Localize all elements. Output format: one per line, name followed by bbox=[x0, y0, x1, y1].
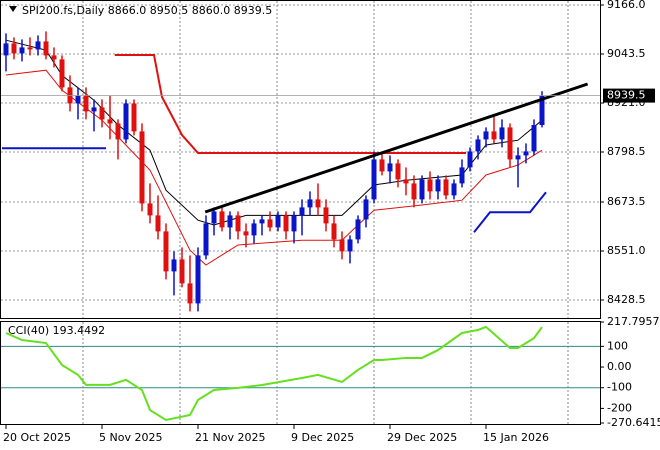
y-tick-label: 0.00 bbox=[607, 360, 632, 373]
candle-body bbox=[307, 199, 313, 208]
chart-title: SPI200.fs,Daily 8866.0 8950.5 8860.0 893… bbox=[22, 4, 272, 17]
y-tick-label: 217.7957 bbox=[607, 315, 660, 328]
x-tick-label: 21 Nov 2025 bbox=[195, 431, 265, 444]
candle-body bbox=[43, 41, 49, 56]
candle-body bbox=[315, 199, 321, 208]
candle-body bbox=[115, 123, 121, 140]
candle-body bbox=[523, 151, 529, 156]
candle-body bbox=[299, 207, 305, 216]
candle-body bbox=[211, 211, 217, 224]
candle-body bbox=[51, 55, 57, 60]
candle-body bbox=[123, 103, 129, 140]
candle-body bbox=[459, 167, 465, 184]
candle-body bbox=[323, 207, 329, 224]
candle-body bbox=[59, 59, 65, 88]
candle-body bbox=[371, 159, 377, 200]
candle-body bbox=[499, 127, 505, 140]
indicator-line bbox=[114, 54, 466, 154]
candle-body bbox=[11, 43, 17, 54]
trend-line bbox=[204, 82, 589, 214]
indicator-line bbox=[5, 69, 543, 266]
candle-body bbox=[27, 47, 33, 50]
x-tick-label: 15 Jan 2026 bbox=[483, 431, 549, 444]
candle-body bbox=[363, 199, 369, 220]
candle-body bbox=[451, 183, 457, 196]
candle-body bbox=[435, 179, 441, 192]
candle-body bbox=[3, 43, 9, 56]
y-tick-label: 8798.5 bbox=[607, 145, 646, 158]
y-tick-label: 8551.0 bbox=[607, 244, 646, 257]
y-tick-label: 9043.5 bbox=[607, 47, 646, 60]
candle-body bbox=[411, 183, 417, 200]
candle-body bbox=[227, 215, 233, 228]
candle-body bbox=[267, 219, 273, 228]
candle-body bbox=[395, 163, 401, 180]
candle-body bbox=[195, 255, 201, 304]
candle-body bbox=[131, 103, 137, 132]
candle-body bbox=[91, 107, 97, 112]
candle-body bbox=[379, 159, 385, 172]
candle-body bbox=[339, 239, 345, 252]
cci-panel bbox=[0, 321, 601, 425]
candle-body bbox=[35, 41, 41, 50]
candle-body bbox=[75, 95, 81, 104]
candle-body bbox=[283, 215, 289, 232]
y-tick-label: -200 bbox=[607, 401, 632, 414]
candle-body bbox=[427, 179, 433, 192]
x-tick-label: 29 Dec 2025 bbox=[387, 431, 457, 444]
candle-body bbox=[147, 203, 153, 216]
candle-body bbox=[347, 239, 353, 252]
candle-body bbox=[531, 125, 537, 152]
y-tick-label: 100 bbox=[607, 339, 628, 352]
candle-body bbox=[491, 131, 497, 140]
candle-body bbox=[139, 131, 145, 204]
x-tick-label: 9 Dec 2025 bbox=[291, 431, 354, 444]
candle-body bbox=[107, 119, 113, 124]
candle-body bbox=[443, 179, 449, 196]
candle-body bbox=[419, 179, 425, 200]
y-tick-label: -270.6415 bbox=[607, 416, 660, 429]
candle-body bbox=[331, 223, 337, 240]
candle-body bbox=[203, 223, 209, 256]
candle-body bbox=[171, 259, 177, 272]
candle-body bbox=[251, 223, 257, 236]
candle-body bbox=[243, 231, 249, 236]
candle-body bbox=[187, 283, 193, 304]
candle-body bbox=[155, 215, 161, 232]
candle-body bbox=[515, 155, 521, 160]
candle-body bbox=[99, 107, 105, 120]
candle-body bbox=[539, 95, 545, 125]
price-panel bbox=[0, 0, 601, 319]
candle-body bbox=[163, 231, 169, 272]
y-tick-label: 9166.0 bbox=[607, 0, 646, 11]
price-box bbox=[603, 88, 655, 103]
candle-body bbox=[291, 215, 297, 232]
current-price: 8939.5 bbox=[607, 89, 646, 102]
candle-body bbox=[275, 215, 281, 228]
candle-body bbox=[259, 219, 265, 224]
candle-body bbox=[387, 163, 393, 172]
cci-label: CCI(40) 193.4492 bbox=[8, 324, 105, 337]
cci-line bbox=[5, 325, 543, 422]
candle-body bbox=[235, 215, 241, 232]
x-tick-label: 20 Oct 2025 bbox=[3, 431, 71, 444]
candle-body bbox=[219, 211, 225, 228]
candle-body bbox=[507, 127, 513, 160]
y-tick-label: 8673.5 bbox=[607, 195, 646, 208]
candle-body bbox=[83, 95, 89, 112]
candle-body bbox=[19, 47, 25, 54]
candle-body bbox=[355, 219, 361, 240]
candle-body bbox=[179, 259, 185, 284]
y-tick-label: 8428.5 bbox=[607, 293, 646, 306]
y-tick-label: -100 bbox=[607, 381, 632, 394]
title-icon bbox=[9, 6, 17, 12]
candle-body bbox=[475, 139, 481, 152]
x-tick-label: 5 Nov 2025 bbox=[99, 431, 162, 444]
candle-body bbox=[483, 131, 489, 140]
indicator-line bbox=[473, 191, 547, 233]
candle-body bbox=[403, 179, 409, 184]
candle-body bbox=[467, 151, 473, 168]
